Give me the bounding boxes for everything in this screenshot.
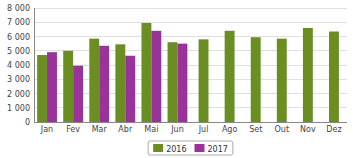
bar xyxy=(47,52,57,122)
legend-label: 2017 xyxy=(208,145,228,154)
x-tick-label: Jun xyxy=(170,125,184,134)
y-tick-label: 3 000 xyxy=(7,75,30,84)
y-tick-label: 5 000 xyxy=(7,47,30,56)
grid-line xyxy=(34,50,347,51)
grid-line xyxy=(34,65,347,66)
y-ticks: 0 1 000 2 000 3 000 4 000 5 000 6 000 7 000 8 00… xyxy=(7,4,30,127)
bar xyxy=(225,31,235,122)
y-tick-label: 6 000 xyxy=(7,33,30,42)
legend-swatch xyxy=(153,144,163,152)
legend-frame xyxy=(148,141,233,155)
x-axis-line xyxy=(34,122,347,123)
bar xyxy=(199,39,209,122)
bar xyxy=(168,42,178,122)
bar xyxy=(89,39,99,122)
y-tick-label: 7 000 xyxy=(7,18,30,27)
bar xyxy=(141,23,151,122)
grid-line xyxy=(34,122,347,123)
bar xyxy=(151,31,161,122)
bar xyxy=(73,66,83,122)
bar xyxy=(125,56,135,122)
grid-line xyxy=(34,36,347,37)
x-tick-label: Abr xyxy=(118,125,133,134)
x-tick-label: Jul xyxy=(198,125,209,134)
chart: 0 1 000 2 000 3 000 4 000 5 000 6 000 7 000 8 00… xyxy=(0,0,353,158)
x-tick-label: Jan xyxy=(40,125,53,134)
x-tick-label: Fev xyxy=(66,125,80,134)
x-ticks: Jan Fev Mar Abr Mai Jun Jul Ago Set Out Nov Dez xyxy=(40,125,342,134)
bar xyxy=(177,44,187,122)
y-tick-label: 2 000 xyxy=(7,90,30,99)
grid-line xyxy=(34,8,347,9)
x-tick-label: Dez xyxy=(326,125,341,134)
grid xyxy=(34,8,347,122)
y-tick-label: 1 000 xyxy=(7,104,30,113)
legend-swatch xyxy=(195,144,205,152)
grid-line xyxy=(34,22,347,23)
bar xyxy=(99,46,109,122)
legend: 2016 2017 xyxy=(148,141,233,155)
bar xyxy=(251,37,261,122)
x-tick-label: Ago xyxy=(222,125,238,134)
y-axis-line xyxy=(34,8,35,122)
y-tick-label: 0 xyxy=(25,118,30,127)
bar xyxy=(303,28,313,122)
x-tick-label: Set xyxy=(249,125,262,134)
bar xyxy=(277,39,287,122)
x-tick-label: Mai xyxy=(144,125,158,134)
bar xyxy=(63,51,73,122)
bar xyxy=(329,32,339,122)
bars xyxy=(37,23,339,122)
bar xyxy=(115,44,125,122)
x-tick-label: Nov xyxy=(300,125,316,134)
x-tick-label: Out xyxy=(275,125,290,134)
y-tick-label: 8 000 xyxy=(7,4,30,13)
bar xyxy=(37,55,47,122)
legend-label: 2016 xyxy=(166,145,186,154)
y-tick-label: 4 000 xyxy=(7,61,30,70)
x-tick-label: Mar xyxy=(92,125,108,134)
